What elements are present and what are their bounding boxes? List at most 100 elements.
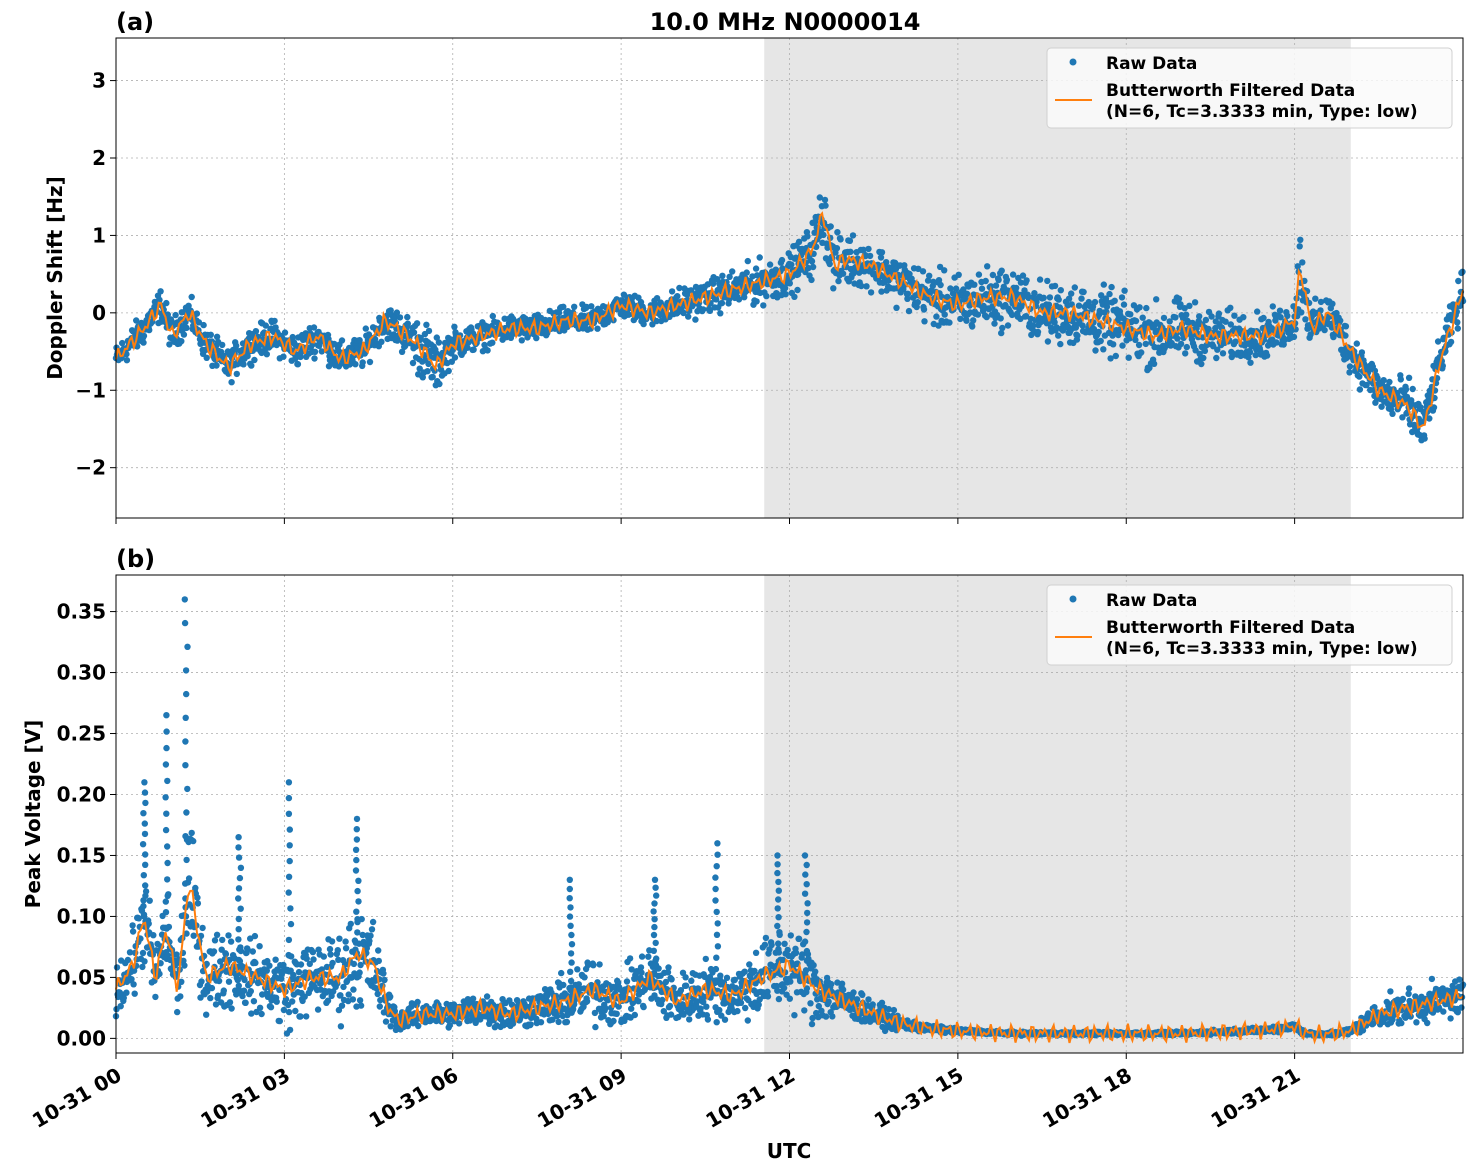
raw-point-b xyxy=(251,932,259,940)
raw-point-a xyxy=(359,359,366,366)
raw-point-a xyxy=(1186,302,1193,309)
raw-point-a xyxy=(423,321,430,328)
raw-point-a xyxy=(919,268,927,275)
raw-point-b xyxy=(850,989,857,996)
raw-point-b xyxy=(123,989,130,996)
raw-point-a xyxy=(1030,322,1037,329)
raw-point-a xyxy=(1299,259,1306,266)
raw-point-b xyxy=(764,993,772,1000)
raw-point-a xyxy=(1260,314,1267,322)
raw-point-a xyxy=(913,303,920,311)
raw-point-a xyxy=(1115,331,1122,339)
raw-point-a xyxy=(685,313,692,320)
raw-point-b xyxy=(615,1003,622,1010)
raw-point-a xyxy=(1346,363,1354,370)
raw-point-a xyxy=(1044,338,1052,345)
raw-point-a xyxy=(583,303,590,311)
raw-point-b xyxy=(688,977,695,984)
raw-point-b xyxy=(574,966,581,973)
raw-point-a xyxy=(809,263,817,271)
y-tick-label-a: −2 xyxy=(75,456,106,480)
raw-point-b xyxy=(768,941,775,949)
raw-point-a xyxy=(1298,309,1305,316)
raw-point-a xyxy=(816,194,823,201)
raw-point-a xyxy=(726,273,733,280)
raw-point-b xyxy=(558,969,565,977)
raw-point-a xyxy=(470,346,477,353)
raw-point-a xyxy=(878,249,886,256)
raw-point-a xyxy=(501,315,508,322)
raw-point-b xyxy=(380,970,387,977)
raw-point-a xyxy=(311,355,318,362)
raw-point-b xyxy=(762,934,770,942)
y-tick-label-a: 1 xyxy=(92,223,106,247)
raw-point-b xyxy=(327,951,334,958)
raw-point-a xyxy=(957,315,964,323)
raw-point-b xyxy=(583,998,591,1005)
raw-point-a xyxy=(424,368,431,375)
raw-point-a xyxy=(830,285,837,292)
raw-point-a xyxy=(924,277,932,284)
raw-point-a xyxy=(1232,338,1239,345)
raw-point-a xyxy=(1276,307,1284,314)
raw-point-a xyxy=(1356,373,1363,380)
raw-point-a xyxy=(252,328,260,335)
raw-point-b xyxy=(146,897,153,904)
raw-point-a xyxy=(1125,354,1132,361)
raw-point-a xyxy=(1009,271,1017,278)
raw-point-b xyxy=(742,1004,749,1012)
raw-point-b xyxy=(755,1001,762,1008)
raw-point-a xyxy=(533,334,540,342)
raw-point-b xyxy=(347,920,354,928)
raw-point-a xyxy=(915,265,922,272)
raw-point-a xyxy=(1227,304,1234,311)
raw-point-a xyxy=(1196,350,1203,357)
raw-point-a xyxy=(1269,303,1277,310)
raw-point-a xyxy=(1091,298,1099,306)
raw-point-a xyxy=(1056,304,1064,311)
raw-point-a xyxy=(975,271,983,278)
raw-point-a xyxy=(839,270,847,277)
raw-point-a xyxy=(969,323,976,330)
raw-point-b xyxy=(342,945,350,952)
raw-point-a xyxy=(1240,314,1247,321)
raw-point-a xyxy=(1174,335,1181,342)
y-tick-label-a: 0 xyxy=(92,301,106,325)
raw-point-b xyxy=(336,935,343,942)
raw-point-a xyxy=(741,294,748,301)
raw-point-a xyxy=(1078,295,1085,302)
raw-point-b xyxy=(703,1003,710,1010)
raw-point-a xyxy=(1409,385,1416,393)
raw-point-a xyxy=(588,303,595,310)
y-tick-label-a: 2 xyxy=(92,146,106,170)
raw-point-a xyxy=(1208,313,1215,320)
raw-point-a xyxy=(867,289,875,296)
raw-point-a xyxy=(1201,347,1209,355)
raw-point-b xyxy=(286,1026,294,1034)
raw-point-a xyxy=(256,341,264,348)
raw-point-a xyxy=(1100,346,1107,353)
raw-point-a xyxy=(1454,325,1462,332)
raw-point-b xyxy=(314,1006,322,1013)
raw-point-a xyxy=(860,246,867,253)
legend-a: Raw Data Butterworth Filtered Data (N=6,… xyxy=(1046,47,1453,129)
raw-point-a xyxy=(163,299,170,307)
raw-point-a xyxy=(289,333,296,341)
raw-point-a xyxy=(489,312,496,320)
raw-point-a xyxy=(195,319,203,326)
raw-point-a xyxy=(1183,343,1191,351)
raw-point-b xyxy=(247,988,254,995)
raw-point-a xyxy=(1342,323,1350,330)
raw-point-b xyxy=(152,993,159,1001)
raw-point-a xyxy=(963,290,971,297)
raw-point-a xyxy=(1068,290,1075,297)
raw-point-a xyxy=(157,288,164,295)
raw-point-a xyxy=(1072,324,1080,331)
y-tick-label-a: −1 xyxy=(75,378,106,402)
raw-point-a xyxy=(123,357,131,364)
raw-point-b xyxy=(329,959,336,967)
raw-point-a xyxy=(786,280,793,287)
raw-point-a xyxy=(1386,378,1393,386)
raw-point-b xyxy=(129,922,136,929)
raw-point-a xyxy=(713,296,720,303)
